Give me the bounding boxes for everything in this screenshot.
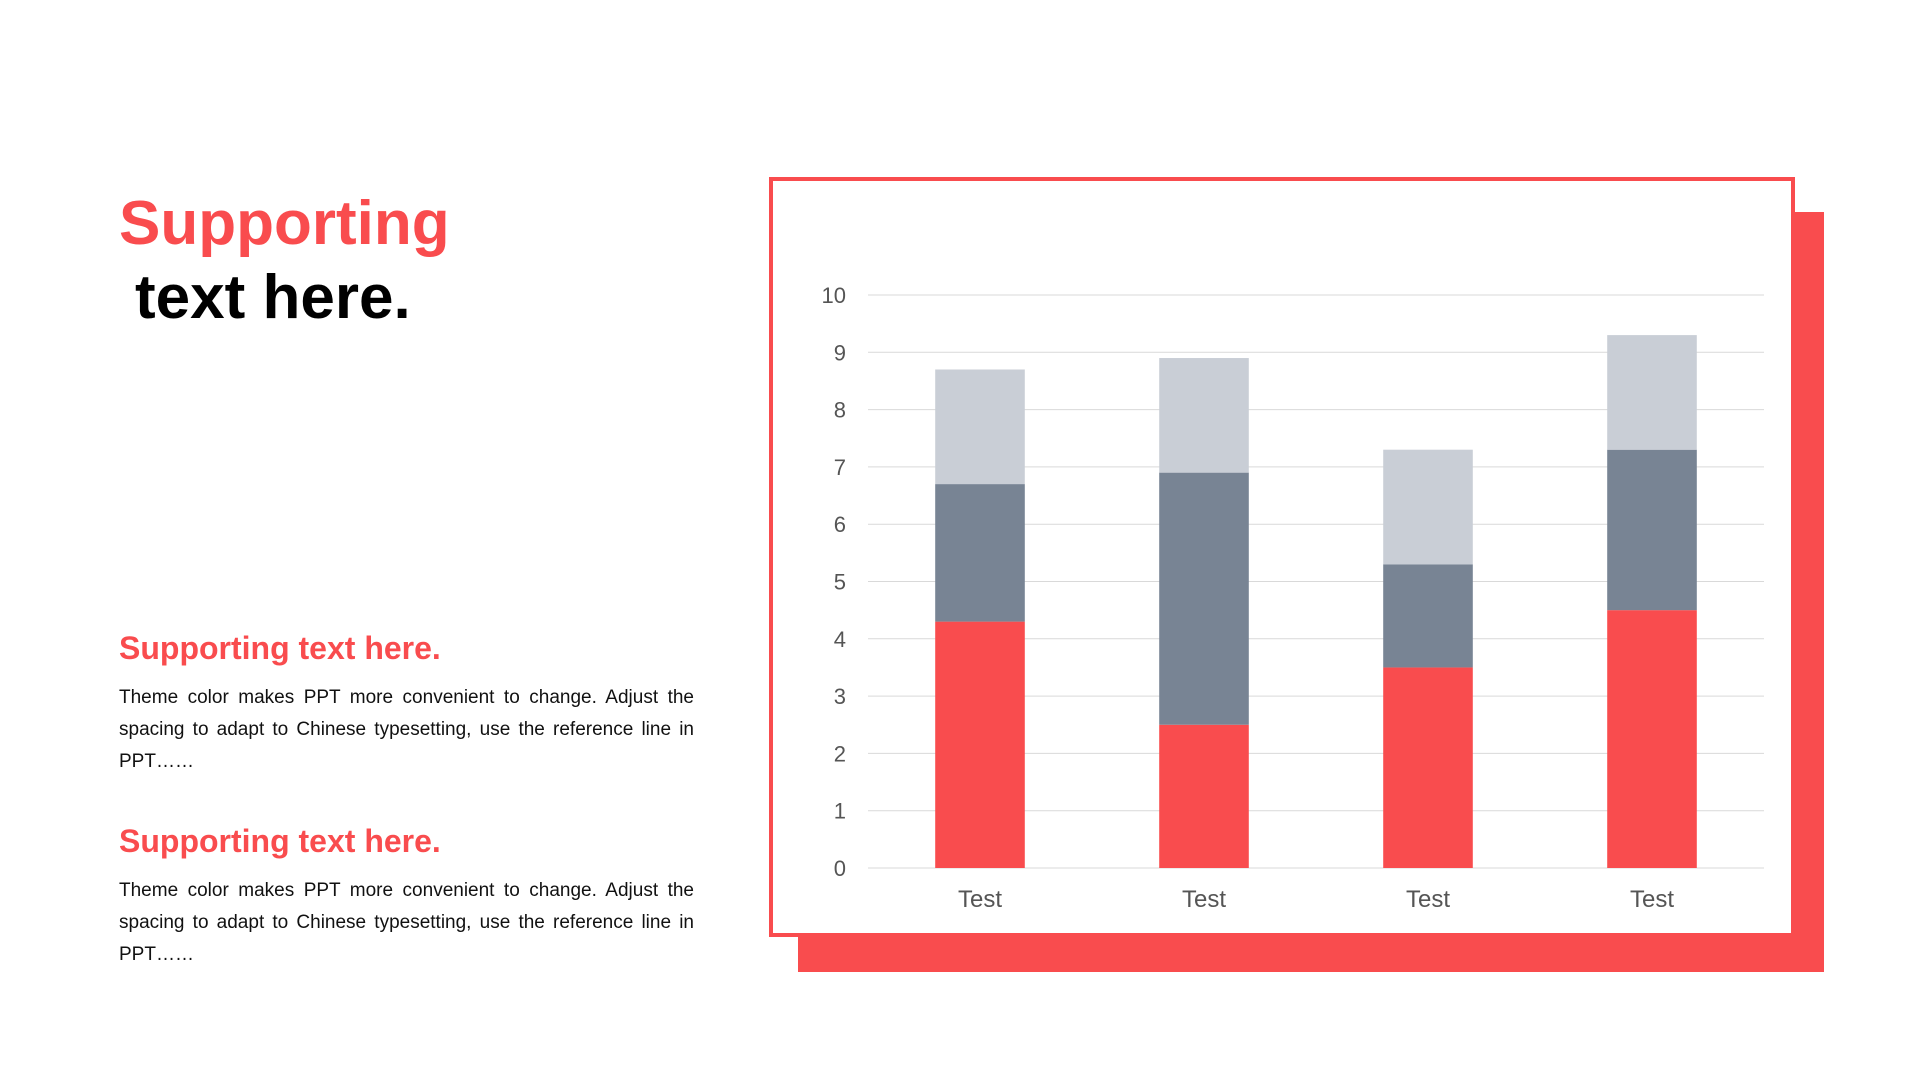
bar-segment <box>1607 610 1697 868</box>
y-tick-label: 0 <box>834 856 846 881</box>
x-tick-label: Test <box>1182 886 1226 913</box>
text-section-2: Supporting text here. Theme color makes … <box>119 821 694 971</box>
x-tick-label: Test <box>1630 886 1674 913</box>
bar-segment <box>1383 667 1473 868</box>
y-tick-label: 6 <box>834 512 846 537</box>
section-body: Theme color makes PPT more convenient to… <box>119 880 694 965</box>
y-tick-label: 2 <box>834 741 846 766</box>
bar-segment <box>1607 449 1697 611</box>
text-section-1: Supporting text here. Theme color makes … <box>119 628 694 778</box>
stacked-bar-chart: 0 1 2 3 4 5 6 7 8 9 10 Test Test Test Test <box>822 283 1764 913</box>
bar-segment <box>935 369 1025 485</box>
bar-segment <box>935 484 1025 622</box>
y-tick-label: 10 <box>822 283 846 308</box>
y-tick-label: 3 <box>834 684 846 709</box>
y-tick-label: 8 <box>834 398 846 423</box>
y-tick-label: 5 <box>834 570 846 595</box>
section-heading: Supporting text here. <box>119 630 441 666</box>
y-tick-label: 9 <box>834 340 846 365</box>
x-tick-label: Test <box>958 886 1002 913</box>
bar-segment <box>1159 724 1249 868</box>
y-tick-label: 4 <box>834 627 846 652</box>
bar-segment <box>1383 564 1473 668</box>
x-tick-label: Test <box>1406 886 1450 913</box>
y-tick-label: 7 <box>834 455 846 480</box>
bar-segment <box>1383 449 1473 565</box>
section-body: Theme color makes PPT more convenient to… <box>119 687 694 772</box>
bar-segment <box>1607 335 1697 450</box>
bar-segment <box>935 621 1025 868</box>
chart-frame: 0 1 2 3 4 5 6 7 8 9 10 Test Test Test Test <box>769 177 1795 937</box>
y-tick-label: 1 <box>834 799 846 824</box>
bar-segment <box>1159 472 1249 725</box>
bar-segment <box>1159 358 1249 473</box>
title-line-1: Supporting <box>119 189 450 258</box>
title-line-2: text here. <box>135 263 411 332</box>
section-heading: Supporting text here. <box>119 823 441 859</box>
